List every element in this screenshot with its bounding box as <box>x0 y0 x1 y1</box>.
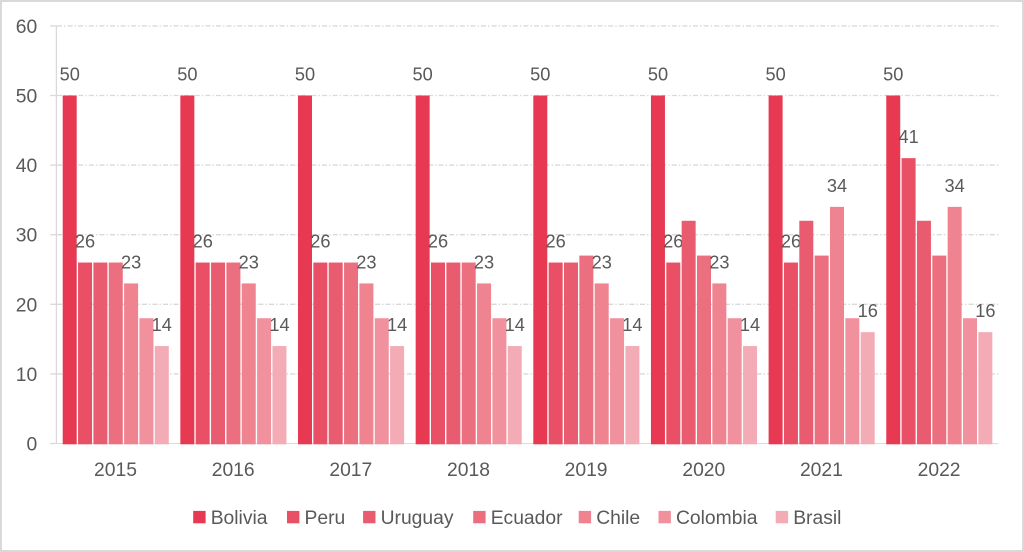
svg-text:16: 16 <box>858 301 878 321</box>
svg-text:14: 14 <box>505 315 525 335</box>
svg-text:2015: 2015 <box>94 460 137 481</box>
svg-text:23: 23 <box>356 252 376 272</box>
svg-text:23: 23 <box>239 252 259 272</box>
svg-text:Bolivia: Bolivia <box>211 508 268 529</box>
svg-text:23: 23 <box>592 252 612 272</box>
svg-text:26: 26 <box>428 231 448 251</box>
svg-text:10: 10 <box>16 365 37 386</box>
svg-text:2016: 2016 <box>212 460 255 481</box>
svg-text:2018: 2018 <box>447 460 490 481</box>
svg-text:14: 14 <box>740 315 760 335</box>
svg-text:50: 50 <box>177 64 197 84</box>
svg-text:41: 41 <box>898 127 918 147</box>
svg-text:40: 40 <box>16 156 37 177</box>
svg-text:Ecuador: Ecuador <box>491 508 563 529</box>
svg-text:50: 50 <box>413 64 433 84</box>
svg-text:2020: 2020 <box>682 460 725 481</box>
svg-text:34: 34 <box>945 176 965 196</box>
svg-text:26: 26 <box>75 231 95 251</box>
svg-text:50: 50 <box>648 64 668 84</box>
svg-text:20: 20 <box>16 295 37 316</box>
svg-text:50: 50 <box>60 64 80 84</box>
svg-text:2021: 2021 <box>800 460 843 481</box>
svg-text:23: 23 <box>709 252 729 272</box>
svg-text:50: 50 <box>883 64 903 84</box>
svg-text:26: 26 <box>663 231 683 251</box>
svg-text:26: 26 <box>310 231 330 251</box>
svg-text:30: 30 <box>16 226 37 247</box>
svg-text:14: 14 <box>387 315 407 335</box>
svg-text:23: 23 <box>121 252 141 272</box>
svg-text:2019: 2019 <box>565 460 608 481</box>
svg-text:Brasil: Brasil <box>793 508 841 529</box>
svg-text:50: 50 <box>16 87 37 108</box>
svg-text:26: 26 <box>546 231 566 251</box>
svg-text:50: 50 <box>765 64 785 84</box>
svg-text:0: 0 <box>26 435 37 456</box>
svg-text:60: 60 <box>16 17 37 38</box>
svg-text:50: 50 <box>530 64 550 84</box>
svg-text:16: 16 <box>975 301 995 321</box>
svg-text:14: 14 <box>152 315 172 335</box>
svg-text:2017: 2017 <box>329 460 372 481</box>
svg-text:Peru: Peru <box>305 508 346 529</box>
svg-text:34: 34 <box>827 176 847 196</box>
svg-text:50: 50 <box>295 64 315 84</box>
svg-text:26: 26 <box>781 231 801 251</box>
svg-text:2022: 2022 <box>918 460 961 481</box>
svg-text:14: 14 <box>622 315 642 335</box>
svg-text:26: 26 <box>193 231 213 251</box>
svg-text:Colombia: Colombia <box>676 508 758 529</box>
svg-text:14: 14 <box>269 315 289 335</box>
svg-text:Uruguay: Uruguay <box>381 508 454 529</box>
svg-text:Chile: Chile <box>596 508 640 529</box>
svg-text:23: 23 <box>474 252 494 272</box>
